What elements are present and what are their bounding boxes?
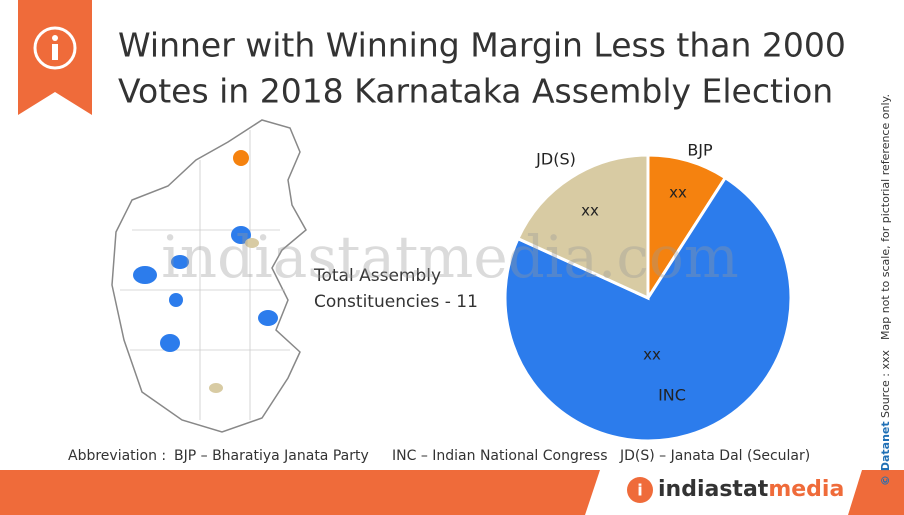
- brand: © Datanet: [879, 421, 892, 486]
- title-line: Winner with Winning Margin Less than 200…: [118, 26, 846, 65]
- annotation: Constituencies - 11: [314, 292, 478, 312]
- note: Map not to scale, for pictorial referenc…: [879, 94, 892, 340]
- info-icon-dot: [52, 35, 58, 41]
- info-icon-bar: [52, 44, 58, 60]
- region: [160, 334, 180, 352]
- value-label: xx: [669, 184, 687, 202]
- info-icon: [33, 26, 77, 70]
- value-label: xx: [581, 202, 599, 220]
- map: [111, 119, 307, 433]
- abbreviation-item: INC – Indian National Congress: [392, 448, 608, 464]
- abbreviation-item: JD(S) – Janata Dal (Secular): [619, 448, 810, 464]
- value-label: xx: [643, 346, 661, 364]
- district-lines: [120, 130, 290, 420]
- pie-slice: [503, 175, 793, 443]
- footer-bar: [0, 470, 600, 515]
- side-notes: © Datanet Source : xxx Map not to scale,…: [879, 94, 892, 486]
- region: [133, 266, 157, 284]
- watermark: indiastatmedia.com: [161, 223, 739, 291]
- annotation: Total Assembly: [313, 266, 441, 286]
- pie-slice: [646, 153, 728, 304]
- pie-chart: xx BJP xx INC xx JD(S): [503, 141, 793, 443]
- abbreviation-label: Abbreviation :: [68, 448, 166, 464]
- title-line: Votes in 2018 Karnataka Assembly Electio…: [118, 72, 833, 111]
- category-label: JD(S): [535, 150, 576, 169]
- source: Source : xxx: [879, 350, 892, 418]
- region: [209, 383, 223, 393]
- footer-logo: indiastatmedia: [658, 477, 844, 502]
- abbreviation-item: BJP – Bharatiya Janata Party: [174, 448, 369, 464]
- region: [245, 238, 259, 248]
- region: [233, 150, 249, 166]
- state-outline: [111, 119, 307, 433]
- pie-slice: [515, 153, 650, 301]
- footer-bar: [848, 470, 904, 515]
- logo-icon-letter: i: [637, 481, 642, 500]
- region: [169, 293, 183, 307]
- category-label: INC: [658, 386, 686, 405]
- logo-part: indiastat: [658, 477, 769, 502]
- category-label: BJP: [687, 141, 713, 160]
- region: [231, 226, 251, 244]
- region: [258, 310, 278, 326]
- logo-icon: [627, 477, 653, 503]
- region: [171, 255, 189, 269]
- logo-part: media: [768, 477, 844, 502]
